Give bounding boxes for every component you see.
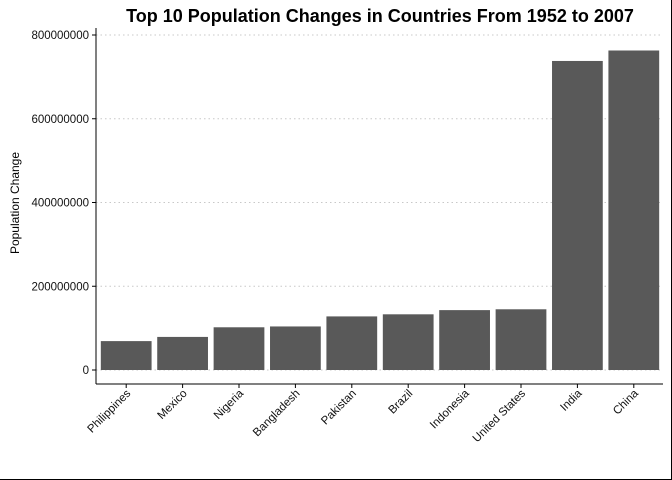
bar-india (552, 60, 603, 371)
x-tick-label-india: India (558, 387, 585, 414)
bar-united-states (495, 309, 547, 370)
y-tick-label-2: 400000000 (31, 198, 89, 210)
x-tick-label-brazil: Brazil (386, 388, 415, 417)
bar-philippines (100, 341, 152, 370)
x-tick-label-philippines: Philippines (86, 387, 134, 435)
axes (95, 28, 663, 385)
x-axis-ticks: Philippines Mexico Nigeria Bangladesh Pakist… (86, 384, 641, 445)
y-tick-label-3: 600000000 (31, 114, 89, 126)
x-tick-label-bangladesh: Bangladesh (251, 388, 302, 439)
bar-nigeria (213, 327, 265, 370)
bar-bangladesh (270, 326, 321, 370)
bars (100, 50, 660, 371)
bar-brazil (382, 314, 434, 370)
bar-indonesia (439, 310, 490, 370)
bar-pakistan (326, 316, 378, 370)
x-tick-label-united-states: United States (471, 387, 528, 444)
chart-title: Top 10 Population Changes in Countries F… (126, 6, 634, 26)
x-tick-label-pakistan: Pakistan (319, 388, 359, 428)
y-tick-label-1: 200000000 (31, 281, 89, 293)
y-tick-label-4: 800000000 (31, 30, 89, 42)
x-tick-label-china: China (611, 387, 641, 417)
bar-china (608, 50, 660, 371)
x-tick-label-mexico: Mexico (155, 388, 189, 422)
y-tick-label-0: 0 (83, 365, 89, 377)
y-axis-label: Population Change (8, 152, 22, 254)
x-tick-label-indonesia: Indonesia (428, 387, 472, 431)
x-tick-label-nigeria: Nigeria (212, 387, 247, 422)
bar-mexico (157, 336, 208, 370)
y-axis-ticks: 0 200000000 400000000 600000000 800000000 (31, 30, 96, 377)
